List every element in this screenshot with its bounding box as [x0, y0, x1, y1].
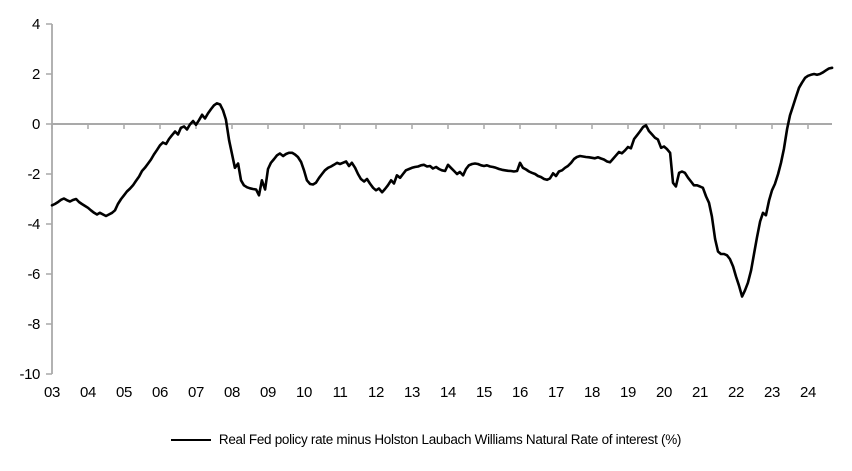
x-axis-label: 03: [44, 384, 60, 401]
x-axis-label: 13: [404, 384, 420, 401]
x-axis-label: 20: [656, 384, 672, 401]
x-axis-label: 16: [512, 384, 528, 401]
x-axis-label: 22: [728, 384, 744, 401]
x-axis-label: 14: [440, 384, 456, 401]
legend-line-swatch: [170, 438, 211, 441]
y-axis-label: -4: [27, 216, 40, 233]
x-axis-label: 12: [368, 384, 384, 401]
x-axis-label: 08: [224, 384, 240, 401]
x-axis-label: 18: [584, 384, 600, 401]
y-axis-label: -2: [27, 166, 40, 183]
legend: Real Fed policy rate minus Holston Lauba…: [0, 432, 852, 447]
y-axis-label: 2: [32, 66, 40, 83]
x-axis-label: 19: [620, 384, 636, 401]
x-axis-label: 23: [764, 384, 780, 401]
x-axis-label: 11: [333, 384, 348, 401]
series-line: [50, 66, 834, 298]
x-axis-label: 15: [476, 384, 492, 401]
y-axis-label: -8: [27, 316, 40, 333]
x-axis-label: 09: [260, 384, 276, 401]
x-axis-label: 04: [80, 384, 96, 401]
x-axis-label: 24: [800, 384, 816, 401]
x-axis-label: 17: [548, 384, 564, 401]
x-axis-label: 07: [188, 384, 204, 401]
x-axis-label: 10: [296, 384, 312, 401]
x-axis-label: 21: [692, 384, 708, 401]
y-axis-label: -10: [20, 366, 41, 383]
x-axis-label: 06: [152, 384, 168, 401]
legend-label: Real Fed policy rate minus Holston Lauba…: [218, 432, 682, 447]
y-axis-label: 0: [32, 116, 40, 133]
y-axis-label: -6: [27, 266, 40, 283]
x-axis-label: 05: [116, 384, 132, 401]
y-axis-label: 4: [32, 16, 40, 33]
